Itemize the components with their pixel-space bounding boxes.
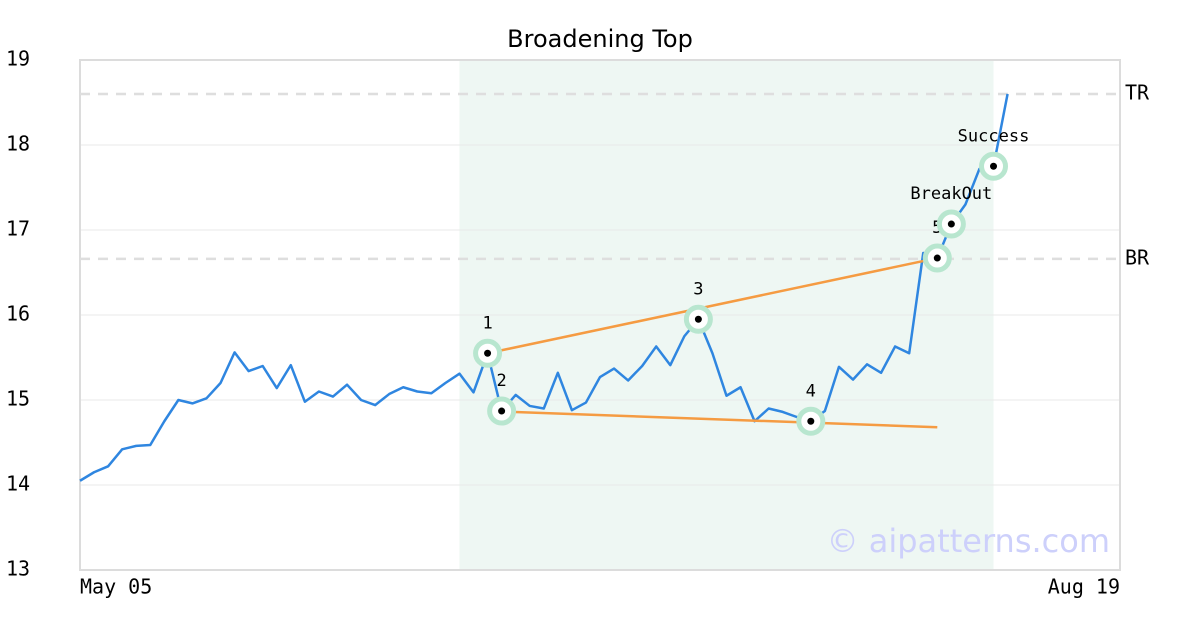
trendline	[487, 409, 938, 429]
point-label: 3	[693, 279, 703, 299]
trendline	[487, 256, 938, 355]
y-tick-label: 19	[6, 47, 30, 71]
level-label: TR	[1125, 81, 1150, 105]
level-label: BR	[1125, 245, 1150, 269]
point-label: BreakOut	[910, 184, 992, 204]
point-dot	[807, 417, 815, 425]
y-tick-label: 13	[6, 557, 30, 581]
point-label: 4	[806, 381, 816, 401]
y-tick-label: 18	[6, 132, 30, 156]
y-tick-label: 16	[6, 302, 30, 326]
y-tick-label: 15	[6, 387, 30, 411]
point-label: 1	[482, 313, 492, 333]
point-dot	[933, 254, 941, 262]
point-dot	[484, 349, 492, 357]
price-line	[79, 93, 1009, 482]
y-tick-label: 14	[6, 472, 30, 496]
point-dot	[947, 220, 955, 228]
x-tick-label: May 05	[80, 575, 152, 599]
plot-frame	[79, 59, 1121, 571]
x-tick-label: Aug 19	[1048, 575, 1120, 599]
point-dot	[990, 162, 998, 170]
point-label: 5	[932, 218, 942, 238]
watermark: © aipatterns.com	[827, 522, 1110, 560]
chart-title: Broadening Top	[507, 25, 693, 53]
point-dot	[498, 407, 506, 415]
point-label: Success	[958, 126, 1030, 146]
y-tick-label: 17	[6, 217, 30, 241]
point-dot	[694, 315, 702, 323]
point-label: 2	[496, 371, 506, 391]
